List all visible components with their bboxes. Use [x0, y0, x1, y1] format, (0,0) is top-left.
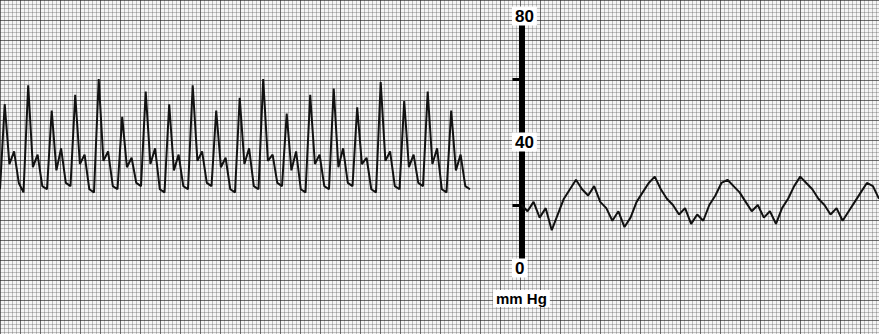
svg-text:0: 0 — [515, 259, 524, 278]
svg-text:40: 40 — [515, 133, 534, 152]
svg-text:80: 80 — [515, 7, 534, 26]
svg-text:mm Hg: mm Hg — [496, 290, 547, 307]
